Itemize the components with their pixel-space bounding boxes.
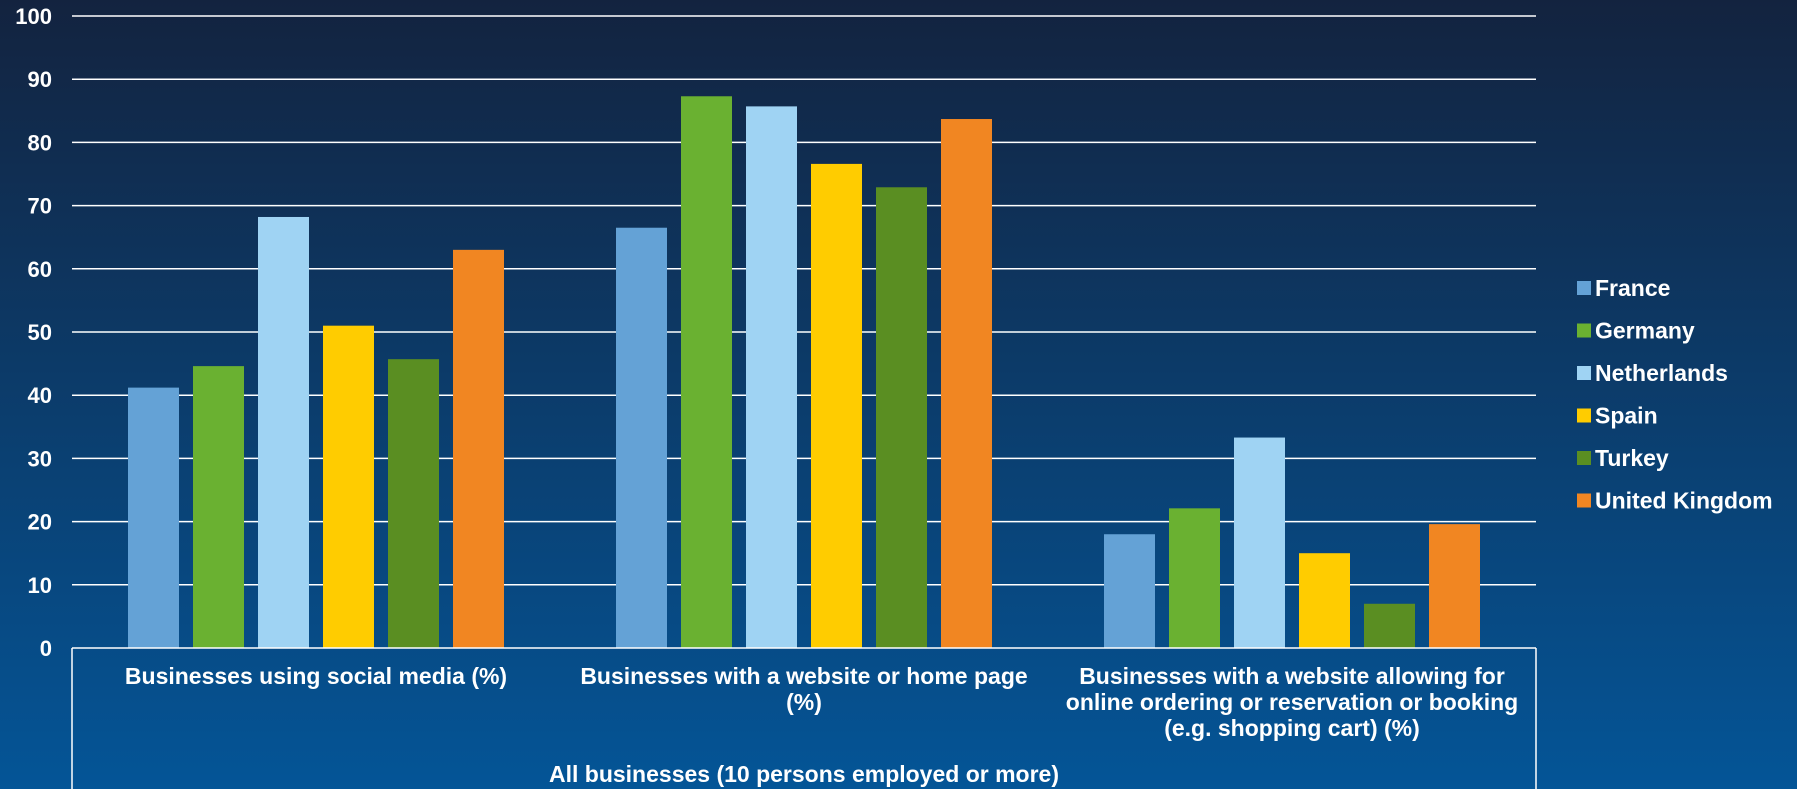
bar-germany-0: [193, 366, 244, 648]
legend-swatch-united-kingdom: [1577, 493, 1591, 508]
bar-germany-1: [681, 96, 732, 649]
category-label-line: (e.g. shopping cart) (%): [1164, 715, 1420, 741]
legend-swatch-netherlands: [1577, 366, 1591, 380]
y-tick-label-20: 20: [28, 510, 52, 535]
y-axis-ticks: 0 10 20 30 40 50 60 70 80 90 100: [15, 4, 52, 661]
category-label-line: online ordering or reservation or bookin…: [1066, 689, 1518, 715]
legend-label-france: France: [1595, 275, 1670, 301]
legend-label-united-kingdom: United Kingdom: [1595, 488, 1773, 514]
category-label-line: Businesses using social media (%): [125, 663, 507, 689]
bar-germany-2: [1169, 508, 1220, 648]
legend-label-netherlands: Netherlands: [1595, 360, 1728, 386]
bar-turkey-1: [876, 187, 927, 648]
category-label-2: Businesses with a website allowing for on…: [1066, 663, 1518, 741]
y-tick-label-0: 0: [40, 636, 52, 661]
bar-united-kingdom-2: [1429, 524, 1480, 648]
bar-netherlands-2: [1234, 437, 1285, 648]
y-tick-label-10: 10: [28, 573, 52, 598]
y-tick-label-40: 40: [28, 383, 52, 408]
bar-united-kingdom-0: [453, 249, 504, 648]
legend-swatch-france: [1577, 281, 1591, 295]
category-label-line: Businesses with a website or home page: [580, 663, 1027, 689]
bar-spain-1: [811, 163, 862, 648]
legend-label-germany: Germany: [1595, 318, 1695, 344]
y-tick-label-80: 80: [28, 130, 52, 155]
y-tick-label-70: 70: [28, 194, 52, 219]
legend-label-spain: Spain: [1595, 403, 1658, 429]
legend-swatch-turkey: [1577, 451, 1591, 465]
bar-france-2: [1104, 534, 1155, 648]
bar-france-1: [616, 227, 667, 648]
bar-turkey-2: [1364, 603, 1415, 648]
bar-united-kingdom-1: [941, 119, 992, 649]
bar-france-0: [128, 387, 179, 648]
y-tick-label-50: 50: [28, 320, 52, 345]
category-label-1: Businesses with a website or home page (%…: [580, 663, 1027, 715]
y-tick-label-90: 90: [28, 67, 52, 92]
gridlines: [72, 15, 1536, 586]
category-axis: Businesses using social media (%) Busines…: [71, 647, 1537, 789]
legend: France Germany Netherlands Spain Turkey Unite…: [1577, 275, 1773, 514]
category-label-line: Businesses with a website allowing for: [1079, 663, 1505, 689]
group-axis-label: All businesses (10 persons employed or m…: [549, 761, 1059, 787]
y-tick-label-60: 60: [28, 257, 52, 282]
category-label-0: Businesses using social media (%): [125, 663, 507, 689]
legend-label-turkey: Turkey: [1595, 445, 1669, 471]
legend-swatch-germany: [1577, 323, 1591, 338]
y-tick-label-100: 100: [15, 4, 52, 29]
bar-netherlands-1: [746, 106, 797, 649]
y-tick-label-30: 30: [28, 446, 52, 471]
legend-swatch-spain: [1577, 408, 1591, 423]
bar-turkey-0: [388, 359, 439, 648]
bar-spain-0: [323, 325, 374, 648]
bars: [128, 96, 1480, 649]
category-label-line: (%): [786, 689, 822, 715]
bar-netherlands-0: [258, 216, 309, 648]
bar-spain-2: [1299, 553, 1350, 648]
